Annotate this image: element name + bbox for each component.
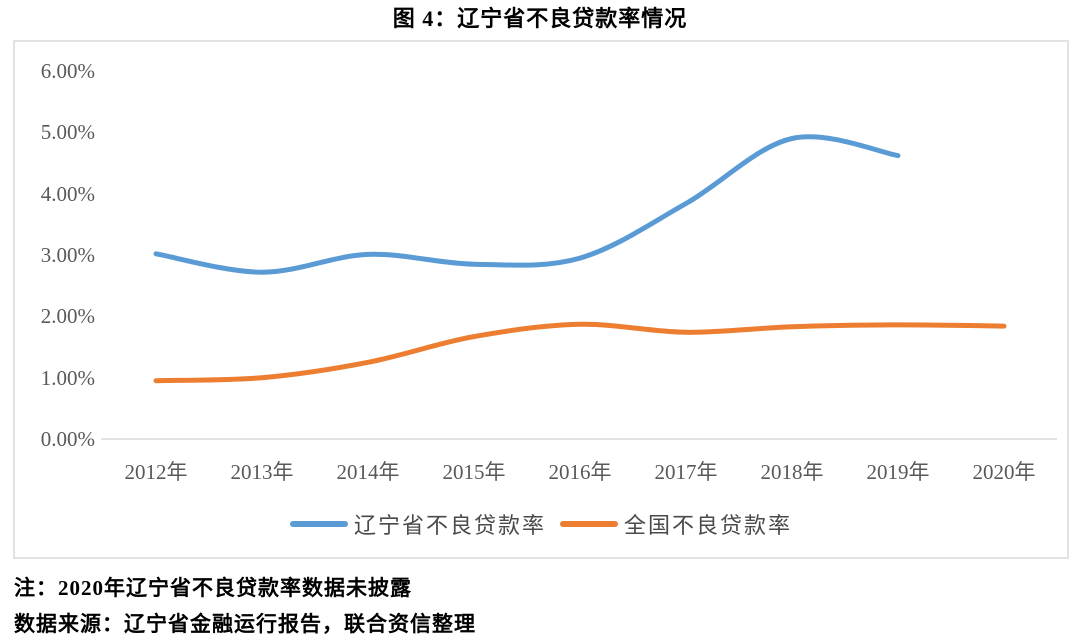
legend-label: 辽宁省不良贷款率	[353, 513, 546, 538]
legend-swatch-liaoning-npl-rate	[289, 521, 348, 527]
y-tick-label: 6.00%	[40, 59, 95, 83]
y-tick-label: 0.00%	[40, 427, 95, 451]
x-tick-label: 2014年	[336, 460, 400, 484]
x-tick-label: 2016年	[548, 460, 612, 484]
legend: 辽宁省不良贷款率 全国不良贷款率	[15, 508, 1067, 540]
liaoning-npl-rate-line	[153, 134, 901, 275]
x-tick-label: 2015年	[442, 460, 506, 484]
data-source: 数据来源：辽宁省金融运行报告，联合资信整理	[14, 612, 476, 636]
national-npl-rate-line	[153, 321, 1007, 384]
x-tick-label: 2013年	[230, 460, 294, 484]
chart-note: 注：2020年辽宁省不良贷款率数据未披露	[14, 576, 412, 600]
y-tick-label: 5.00%	[40, 120, 95, 145]
chart-title: 图 4：辽宁省不良贷款率情况	[392, 6, 688, 31]
y-tick-label: 2.00%	[40, 304, 95, 329]
legend-label: 全国不良贷款率	[624, 513, 793, 538]
line-chart	[101, 134, 1057, 440]
legend-item-national-npl-rate: 全国不良贷款率	[560, 508, 792, 540]
chart-container: 6.00% 5.00% 4.00% 3.00% 2.00% 1.00% 0.00% 2012…	[13, 40, 1069, 559]
y-tick-label: 4.00%	[40, 181, 95, 206]
y-tick-label: 1.00%	[40, 365, 95, 390]
x-tick-label: 2020年	[972, 460, 1036, 484]
legend-item-liaoning-npl-rate: 辽宁省不良贷款率	[289, 508, 546, 540]
x-tick-label: 2012年	[124, 460, 188, 484]
x-tick-label: 2019年	[866, 460, 930, 484]
x-tick-label: 2018年	[760, 460, 824, 484]
legend-swatch-national-npl-rate	[560, 521, 618, 527]
y-tick-label: 3.00%	[40, 243, 95, 267]
x-tick-label: 2017年	[654, 460, 718, 484]
